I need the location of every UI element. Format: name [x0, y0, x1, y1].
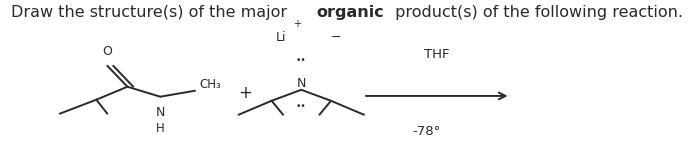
Text: −: −	[330, 31, 341, 44]
Text: Li: Li	[276, 31, 286, 44]
Text: ••: ••	[296, 56, 307, 65]
Text: THF: THF	[424, 48, 449, 61]
Text: -78°: -78°	[412, 125, 440, 138]
Text: N: N	[155, 106, 165, 119]
Text: organic: organic	[317, 5, 384, 20]
Text: H: H	[156, 122, 164, 135]
Text: CH₃: CH₃	[199, 78, 221, 91]
Text: N: N	[297, 77, 306, 90]
Text: Draw the structure(s) of the major: Draw the structure(s) of the major	[11, 5, 293, 20]
Text: ••: ••	[296, 102, 307, 111]
Text: O: O	[102, 45, 112, 58]
Text: product(s) of the following reaction.: product(s) of the following reaction.	[391, 5, 683, 20]
Text: +: +	[293, 19, 301, 29]
Text: +: +	[238, 84, 252, 102]
